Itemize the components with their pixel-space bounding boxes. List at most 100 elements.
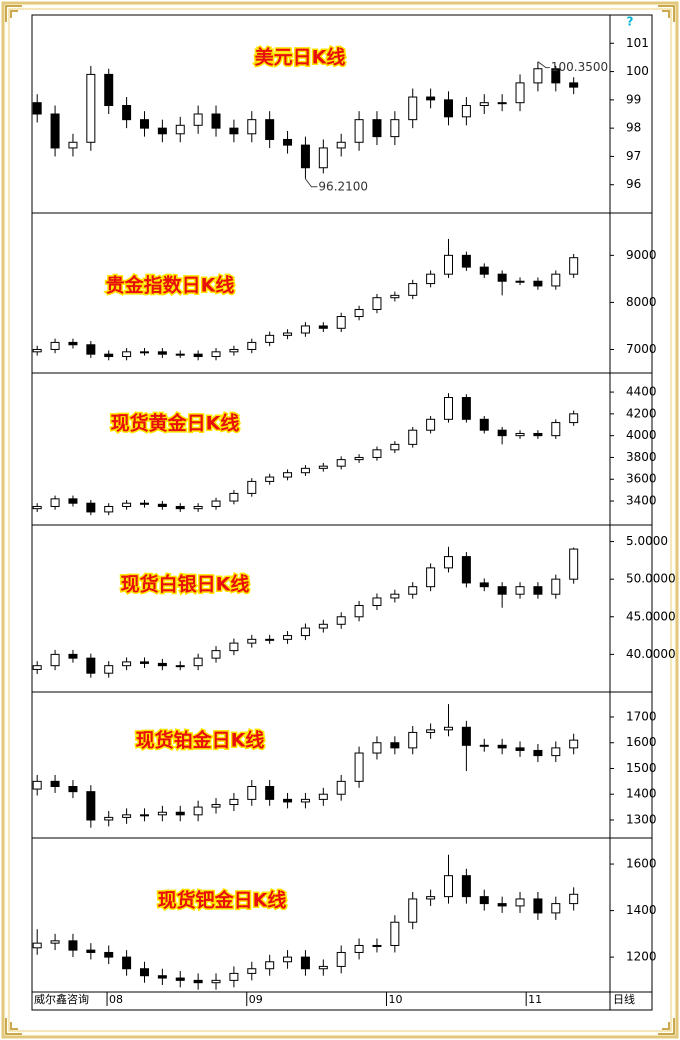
candle-body	[515, 586, 525, 595]
y-tick-label: 1400	[626, 787, 657, 801]
candle-body	[461, 726, 471, 746]
y-tick-label: 3400	[626, 494, 657, 508]
candle-body	[283, 472, 293, 478]
candle-body	[32, 780, 42, 790]
y-tick-label: 50.0000	[626, 572, 676, 586]
candle-body	[300, 467, 310, 474]
candle-body	[372, 297, 382, 310]
candle-body	[443, 726, 453, 731]
annotation: 100.3500	[551, 60, 608, 74]
candle-body	[461, 254, 471, 268]
candle-body	[211, 804, 221, 808]
y-tick-label: 98	[626, 121, 641, 135]
candle-body	[479, 896, 489, 905]
candle-body	[426, 567, 436, 588]
candle-body	[461, 556, 471, 584]
help-icon[interactable]: ?	[627, 15, 634, 29]
y-tick-label: 101	[626, 36, 649, 50]
candle-body	[229, 348, 239, 353]
candle-body	[175, 353, 185, 356]
candle-body	[479, 582, 489, 588]
source-label: 威尔鑫咨询	[34, 992, 89, 1006]
annotation-leader	[537, 61, 550, 69]
candle-body	[300, 144, 310, 169]
candle-body	[408, 898, 418, 923]
y-tick-label: 4000	[626, 428, 657, 442]
y-tick-label: 40.0000	[626, 647, 676, 661]
panel-title: 现货铂金日K线	[136, 729, 265, 752]
panel-title: 贵金指数日K线	[106, 274, 235, 297]
candle-body	[408, 731, 418, 749]
candle-body	[372, 597, 382, 606]
candle-body	[139, 502, 149, 505]
candle-body	[139, 661, 149, 664]
candle-body	[300, 956, 310, 970]
candle-body	[50, 780, 60, 788]
candle-body	[229, 127, 239, 135]
y-tick-label: 1600	[626, 857, 657, 871]
candle-body	[283, 635, 293, 640]
candle-body	[104, 73, 114, 107]
candle-body	[193, 979, 203, 984]
candle-body	[479, 266, 489, 275]
candle-body	[68, 498, 78, 504]
candle-body	[318, 147, 328, 169]
candle-body	[336, 616, 346, 625]
candle-body	[551, 578, 561, 595]
y-tick-label: 96	[626, 177, 641, 191]
candle-body	[50, 113, 60, 149]
candle-body	[443, 99, 453, 118]
candle-body	[479, 102, 489, 107]
y-tick-label: 97	[626, 149, 641, 163]
candle-body	[68, 141, 78, 149]
candle-body	[569, 548, 579, 580]
candle-body	[515, 82, 525, 104]
candle-body	[229, 642, 239, 652]
candle-body	[175, 665, 185, 668]
candle-body	[443, 556, 453, 569]
candle-body	[229, 972, 239, 981]
candle-body	[354, 604, 364, 618]
candle-body	[32, 348, 42, 353]
candle-body	[336, 459, 346, 467]
panel-title: 现货白银日K线	[121, 573, 250, 596]
candle-body	[390, 593, 400, 599]
candle-body	[175, 811, 185, 816]
candle-body	[569, 893, 579, 905]
x-tick-label: 08	[109, 993, 123, 1006]
candle-body	[372, 944, 382, 947]
candle-body	[68, 940, 78, 951]
candle-body	[157, 811, 167, 816]
candle-body	[426, 896, 436, 900]
candle-body	[533, 586, 543, 595]
candle-body	[50, 498, 60, 507]
candle-body	[157, 127, 167, 135]
candle-body	[68, 786, 78, 793]
candle-body	[336, 780, 346, 795]
candle-body	[515, 432, 525, 437]
candle-body	[569, 257, 579, 275]
x-tick-label: 09	[249, 993, 263, 1006]
candle-body	[157, 975, 167, 979]
candle-body	[551, 68, 561, 84]
candle-body	[300, 325, 310, 334]
x-tick-label: 11	[528, 993, 542, 1006]
candle-body	[122, 956, 132, 970]
candle-body	[86, 791, 96, 821]
y-tick-label: 99	[626, 92, 641, 106]
candle-body	[408, 283, 418, 296]
y-tick-label: 9000	[626, 248, 657, 262]
candle-body	[50, 653, 60, 667]
candle-body	[533, 749, 543, 757]
y-tick-label: 1200	[626, 950, 657, 964]
y-tick-label: 45.0000	[626, 609, 676, 623]
candle-body	[443, 397, 453, 420]
candle-body	[515, 280, 525, 283]
candle-body	[139, 351, 149, 354]
panel-title: 现货钯金日K线	[158, 889, 287, 912]
candle-body	[122, 502, 132, 507]
candle-body	[318, 965, 328, 970]
candle-body	[211, 650, 221, 659]
candle-body	[283, 798, 293, 803]
candle-body	[318, 465, 328, 469]
